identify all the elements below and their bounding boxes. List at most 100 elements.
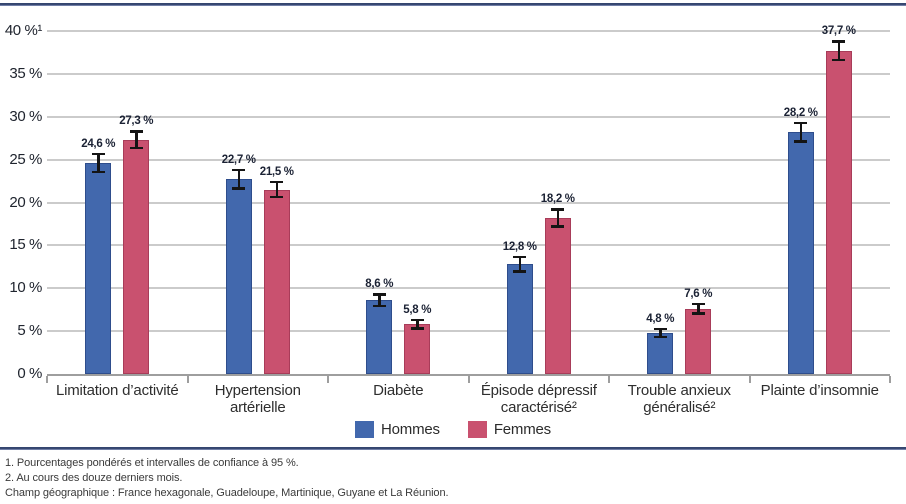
y-gridline xyxy=(47,30,890,32)
category-label: Plainte d’insomnie xyxy=(760,382,879,399)
bar-femmes-1 xyxy=(263,189,290,374)
error-bar-cap-top xyxy=(832,40,846,43)
error-bar-cap-bottom xyxy=(794,140,808,143)
bar-hommes-1 xyxy=(225,179,252,374)
bar-value-label: 5,8 % xyxy=(403,303,432,316)
error-bar-cap-top xyxy=(270,180,284,184)
error-bar-cap-bottom xyxy=(372,304,386,308)
footnote-2: 2. Au cours des douze derniers mois. xyxy=(5,472,183,485)
error-bar xyxy=(697,303,700,314)
error-bar-cap-top xyxy=(410,318,424,322)
bar-femmes-0 xyxy=(123,139,150,374)
category-label: Hypertension artérielle xyxy=(214,382,301,416)
y-axis-tick-label: 25 % xyxy=(9,150,42,168)
error-bar-cap-bottom xyxy=(129,146,143,150)
footnote-geo: Champ géographique : France hexagonale, … xyxy=(5,487,449,500)
bar-value-label: 8,6 % xyxy=(365,278,394,291)
error-bar-cap-bottom xyxy=(832,58,846,62)
error-bar-cap-top xyxy=(129,130,143,133)
bar-hommes-3 xyxy=(506,264,533,374)
error-bar xyxy=(659,328,662,338)
y-gridline xyxy=(47,72,890,75)
error-bar-cap-top xyxy=(372,293,386,296)
error-bar xyxy=(518,256,521,272)
x-axis-tick xyxy=(186,376,189,383)
footnote-divider xyxy=(0,447,906,450)
error-bar-cap-top xyxy=(691,302,705,306)
x-axis-tick xyxy=(889,376,891,383)
bar-value-label: 28,2 % xyxy=(783,106,818,119)
top-divider xyxy=(0,3,906,6)
y-axis-tick-label: 30 % xyxy=(9,107,42,125)
y-gridline xyxy=(47,244,890,247)
femmes-swatch-icon xyxy=(467,421,487,438)
category-label: Limitation d’activité xyxy=(55,382,179,399)
error-bar xyxy=(416,319,419,329)
bar-hommes-2 xyxy=(366,300,393,374)
y-gridline xyxy=(47,115,890,118)
bar-value-label: 12,8 % xyxy=(502,240,537,253)
chart-legend: Hommes Femmes xyxy=(0,421,906,438)
x-axis-tick xyxy=(467,376,470,383)
bar-chart: 0 % 5 % 10 % 15 % 20 % 25 % 30 % 35 % 40 %¹ 24,6 … xyxy=(4,22,891,416)
bar-value-label: 7,6 % xyxy=(684,287,713,300)
error-bar xyxy=(556,209,559,227)
hommes-swatch-icon xyxy=(355,421,375,438)
y-axis-tick-label: 40 %¹ xyxy=(4,22,43,39)
category-label: Diabète xyxy=(373,382,424,399)
error-bar-cap-top xyxy=(794,121,808,125)
y-gridline xyxy=(47,158,890,161)
category-label: Épisode dépressif caractérisé² xyxy=(480,382,597,416)
bar-value-label: 4,8 % xyxy=(646,312,675,325)
x-axis-tick xyxy=(748,376,751,383)
error-bar-cap-top xyxy=(513,255,527,259)
error-bar-cap-top xyxy=(232,168,246,172)
bar-value-label: 21,5 % xyxy=(259,165,294,178)
y-axis-tick-label: 20 % xyxy=(9,193,42,211)
error-bar-cap-bottom xyxy=(232,187,246,190)
error-bar xyxy=(799,122,802,142)
bar-femmes-4 xyxy=(685,308,712,374)
bar-femmes-2 xyxy=(404,324,431,374)
error-bar-cap-top xyxy=(91,152,105,156)
legend-label-femmes: Femmes xyxy=(493,421,551,438)
error-bar xyxy=(135,131,138,149)
category-label: Trouble anxieux généralisé² xyxy=(627,382,731,416)
error-bar-cap-bottom xyxy=(91,170,105,174)
y-axis-tick-label: 0 % xyxy=(17,365,42,382)
bar-value-label: 37,7 % xyxy=(821,25,856,38)
error-bar xyxy=(837,41,840,61)
error-bar xyxy=(275,181,278,198)
y-axis-tick-label: 10 % xyxy=(9,279,42,297)
bar-hommes-0 xyxy=(85,163,112,374)
bar-value-label: 27,3 % xyxy=(119,115,154,128)
y-gridline xyxy=(47,330,890,333)
footnote-1: 1. Pourcentages pondérés et intervalles … xyxy=(5,457,299,469)
error-bar-cap-bottom xyxy=(410,327,424,330)
y-axis-tick-label: 5 % xyxy=(17,322,42,340)
bar-femmes-3 xyxy=(544,217,571,374)
y-axis-tick-label: 35 % xyxy=(9,64,42,82)
bar-hommes-4 xyxy=(647,332,674,374)
error-bar-cap-top xyxy=(653,327,667,331)
x-axis-tick xyxy=(46,376,48,383)
x-axis-line xyxy=(47,374,890,376)
x-axis-tick xyxy=(608,376,610,383)
error-bar-cap-top xyxy=(551,208,565,211)
bar-value-label: 24,6 % xyxy=(81,137,116,150)
footnotes: 1. Pourcentages pondérés et intervalles … xyxy=(5,456,895,502)
error-bar-cap-bottom xyxy=(270,195,284,199)
legend-item-femmes: Femmes xyxy=(467,421,551,438)
error-bar-cap-bottom xyxy=(551,225,565,228)
x-axis-tick xyxy=(327,376,329,383)
bar-value-label: 22,7 % xyxy=(221,153,256,166)
bar-femmes-5 xyxy=(825,50,852,374)
bar-hommes-5 xyxy=(787,132,814,374)
y-gridline xyxy=(47,287,890,290)
error-bar xyxy=(378,294,381,307)
legend-label-hommes: Hommes xyxy=(381,421,440,438)
legend-item-hommes: Hommes xyxy=(355,421,440,438)
error-bar-cap-bottom xyxy=(691,312,705,315)
error-bar xyxy=(97,153,100,173)
